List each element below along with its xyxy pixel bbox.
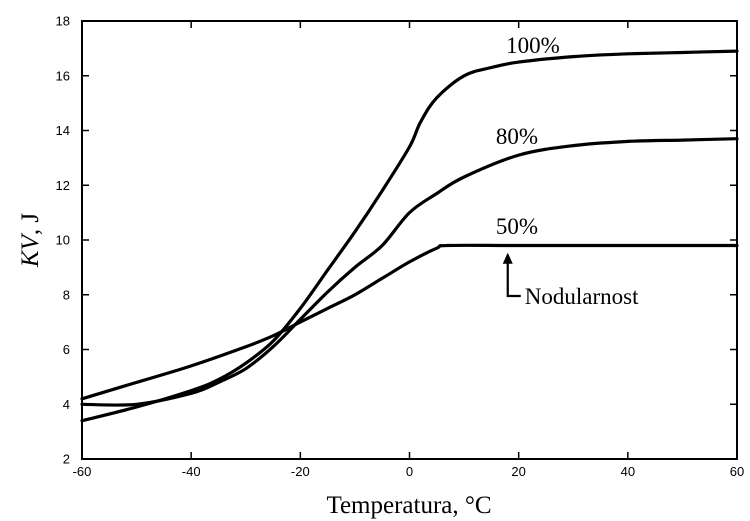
- x-axis-title: Temperatura, °C: [326, 492, 491, 519]
- series-label: 100%: [506, 33, 560, 58]
- y-tick-label: 2: [63, 452, 70, 467]
- x-tick-label: -60: [73, 464, 92, 479]
- y-tick-label: 8: [63, 287, 70, 302]
- series-line-50pct: [80, 243, 739, 401]
- series-line-100pct: [80, 49, 739, 423]
- series-label: 50%: [496, 214, 538, 239]
- y-tick-label: 14: [56, 123, 70, 138]
- y-tick-label: 6: [63, 342, 70, 357]
- series-line-80pct: [80, 137, 739, 407]
- x-tick-label: 0: [406, 464, 413, 479]
- x-tick-label: -20: [291, 464, 310, 479]
- annotation-arrowhead: [502, 252, 513, 264]
- x-tick-label: 20: [511, 464, 525, 479]
- x-tick-label: 60: [730, 464, 744, 479]
- series-label: 80%: [496, 124, 538, 149]
- y-tick-label: 16: [56, 68, 70, 83]
- x-tick-label: 40: [621, 464, 635, 479]
- y-tick-label: 4: [63, 397, 70, 412]
- annotation-leader: [506, 262, 521, 298]
- annotation-label: Nodularnost: [525, 284, 639, 309]
- x-tick-label: -40: [182, 464, 201, 479]
- y-tick-label: 12: [56, 178, 70, 193]
- y-axis-title: KV, J: [17, 213, 44, 268]
- y-tick-label: 10: [56, 233, 70, 248]
- y-tick-label: 18: [56, 14, 70, 29]
